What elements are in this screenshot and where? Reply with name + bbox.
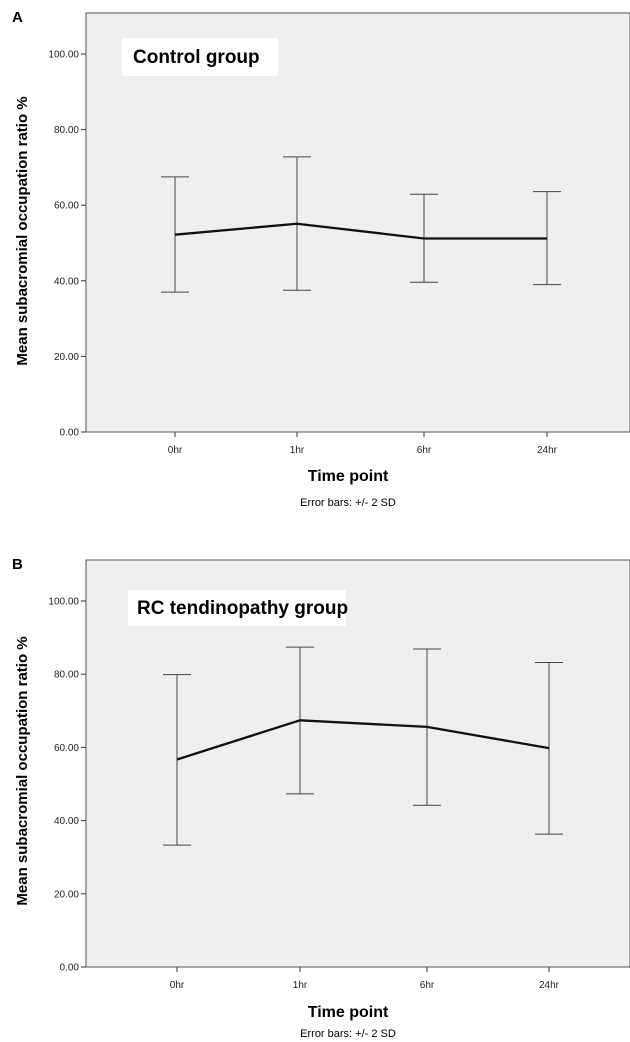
y-tick-label: 20.00 (54, 889, 79, 900)
x-tick-label: 6hr (420, 980, 435, 991)
y-tick-label: 0.00 (60, 963, 80, 974)
y-tick-label: 100.00 (48, 50, 79, 61)
chart-panel-a: A Control group 0.00 20.00 40.00 60.00 80.00 10… (12, 9, 630, 509)
x-tick-label: 1hr (293, 980, 308, 991)
series-line (176, 719, 550, 761)
x-axis-label: Time point (308, 468, 389, 485)
series-line (174, 222, 547, 240)
x-tick-label: 6hr (417, 445, 432, 456)
chart-title-box (128, 590, 346, 626)
error-bar-footnote: Error bars: +/- 2 SD (300, 497, 396, 509)
x-tick-label: 1hr (290, 445, 305, 456)
x-tick-label: 0hr (170, 980, 185, 991)
x-axis-label: Time point (308, 1004, 389, 1021)
y-tick-label: 80.00 (54, 125, 79, 136)
panel-label: A (12, 9, 23, 26)
y-tick-label: 80.00 (54, 670, 79, 681)
y-tick-label: 0.00 (60, 428, 80, 439)
y-tick-label: 40.00 (54, 276, 79, 287)
chart-title: RC tendinopathy group (137, 598, 348, 619)
x-tick-label: 24hr (537, 445, 558, 456)
chart-title: Control group (133, 47, 260, 68)
error-bar-footnote: Error bars: +/- 2 SD (300, 1028, 396, 1040)
y-tick-label: 20.00 (54, 352, 79, 363)
plot-area (85, 12, 630, 433)
chart-title-box (122, 38, 278, 76)
y-tick-label: 60.00 (54, 201, 79, 212)
y-axis-label: Mean subacromial occupation ratio % (14, 636, 31, 905)
x-tick-label: 24hr (539, 980, 560, 991)
chart-panel-b: B RC tendinopathy group 0.00 20.00 40.00 60.0… (12, 556, 630, 1040)
y-axis-label: Mean subacromial occupation ratio % (14, 96, 31, 365)
panel-label: B (12, 556, 23, 573)
x-tick-label: 0hr (168, 445, 183, 456)
y-tick-label: 40.00 (54, 816, 79, 827)
y-tick-label: 60.00 (54, 743, 79, 754)
y-tick-label: 100.00 (48, 597, 79, 608)
